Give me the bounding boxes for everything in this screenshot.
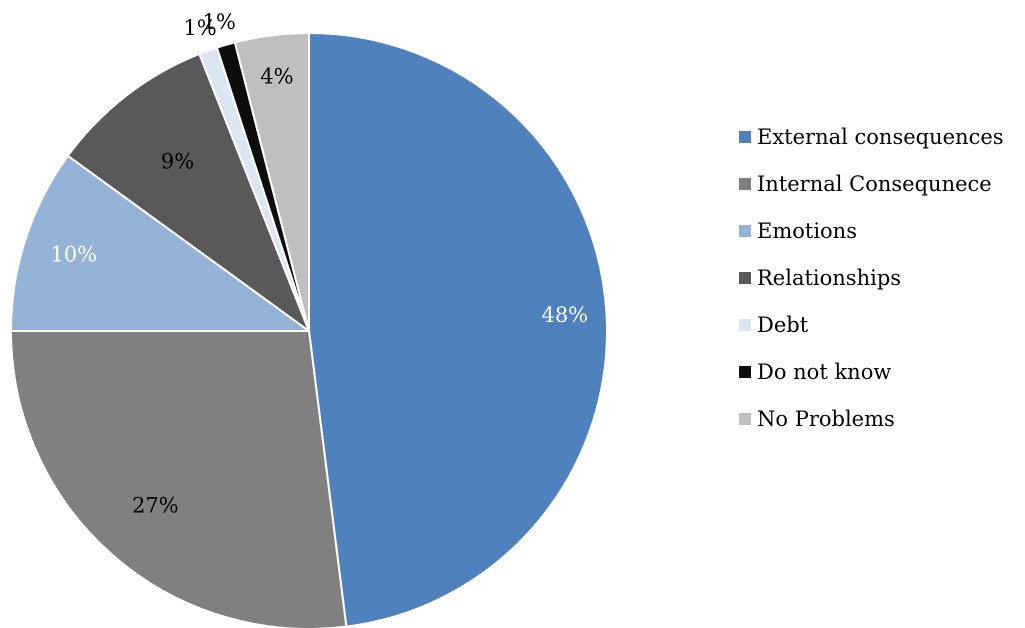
pie-slice-emotions [10, 154, 310, 332]
legend-label-external-consequences: External consequences [757, 125, 1004, 149]
legend-swatch-external-consequences [739, 131, 751, 143]
legend-swatch-relationships [739, 272, 751, 284]
pie-slices [10, 32, 608, 628]
legend-item-external-consequences: External consequences [739, 125, 1004, 149]
slice-label-external-consequences: 48% [541, 303, 588, 327]
legend-swatch-debt [739, 319, 751, 331]
legend-swatch-emotions [739, 225, 751, 237]
legend-item-relationships: Relationships [739, 266, 901, 290]
legend: External consequences Internal Consequnec… [739, 125, 1004, 431]
slice-label-internal-consequnece: 27% [132, 493, 179, 517]
legend-item-do-not-know: Do not know [739, 360, 891, 384]
pie-slice-relationships [66, 52, 310, 332]
legend-label-debt: Debt [757, 313, 809, 337]
slice-label-emotions: 10% [50, 243, 97, 267]
slice-labels: 48% 27% 10% 9% 1%1% 4% [50, 10, 588, 518]
slice-label-relationships: 9% [161, 150, 194, 174]
legend-swatch-internal-consequnece [739, 178, 751, 190]
slice-label-no-problems: 4% [260, 65, 293, 89]
legend-swatch-no-problems [739, 413, 751, 425]
slice-label-do-not-know: 1% [203, 10, 236, 34]
legend-label-internal-consequnece: Internal Consequnece [757, 172, 992, 196]
slice-label-debt: 1% [183, 16, 216, 40]
legend-label-emotions: Emotions [757, 219, 857, 243]
legend-label-relationships: Relationships [757, 266, 901, 290]
legend-item-emotions: Emotions [739, 219, 857, 243]
legend-label-no-problems: No Problems [757, 407, 895, 431]
pie-slice-no-problems [233, 32, 310, 332]
legend-label-do-not-know: Do not know [757, 360, 891, 384]
legend-item-no-problems: No Problems [739, 407, 895, 431]
pie-slice-internal-consequnece [10, 330, 348, 628]
pie-slice-external-consequences [308, 32, 608, 628]
legend-item-debt: Debt [739, 313, 809, 337]
legend-swatch-do-not-know [739, 366, 751, 378]
legend-item-internal-consequnece: Internal Consequnece [739, 172, 992, 196]
